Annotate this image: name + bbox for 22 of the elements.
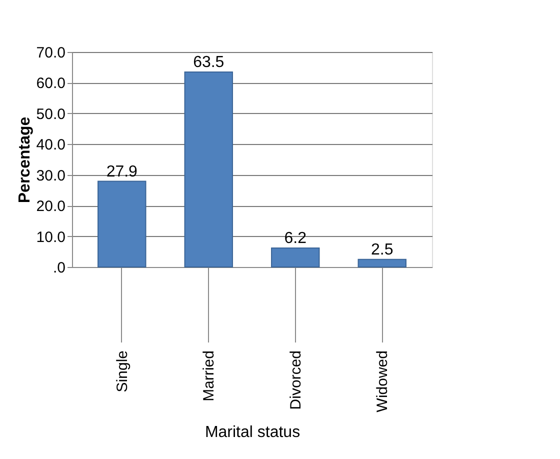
x-tick-label: Divorced <box>287 350 304 410</box>
data-label: 2.5 <box>370 241 394 258</box>
x-tick-label: Single <box>114 350 131 392</box>
y-axis-title: Percentage <box>16 116 34 204</box>
bar <box>98 180 146 268</box>
bar <box>358 258 406 268</box>
y-tick-label: 40.0 <box>36 136 66 154</box>
y-tick-label: 60.0 <box>36 75 66 92</box>
y-tick-label: 30.0 <box>36 167 66 184</box>
y-tick-label: 70.0 <box>36 44 66 62</box>
data-label: 27.9 <box>106 163 138 180</box>
x-axis-title: Marital status <box>204 424 300 442</box>
data-label: 6.2 <box>284 230 307 247</box>
x-tick-label: Widowed <box>374 350 392 412</box>
bar <box>184 71 233 268</box>
y-tick-label: .0 <box>52 260 66 276</box>
data-label: 63.5 <box>193 54 224 71</box>
y-tick-label: 20.0 <box>36 198 66 216</box>
y-tick-label: 10.0 <box>36 228 66 246</box>
y-tick-label: 50.0 <box>36 106 66 123</box>
x-tick-label: Married <box>200 350 218 402</box>
bar <box>271 247 320 268</box>
